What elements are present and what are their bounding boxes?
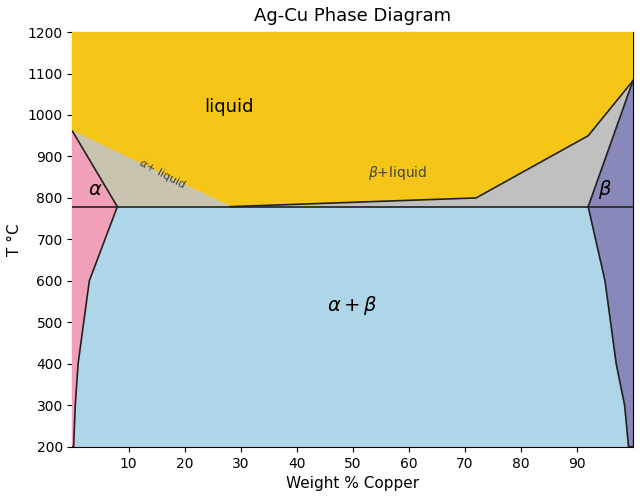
Y-axis label: T °C: T °C	[7, 223, 22, 256]
Polygon shape	[230, 81, 633, 207]
X-axis label: Weight % Copper: Weight % Copper	[286, 476, 419, 491]
Text: $\beta$+liquid: $\beta$+liquid	[368, 164, 428, 182]
Polygon shape	[72, 207, 633, 447]
Polygon shape	[72, 32, 633, 207]
Polygon shape	[72, 131, 230, 207]
Text: liquid: liquid	[205, 98, 254, 116]
Text: $\beta$: $\beta$	[598, 178, 612, 201]
Text: $\alpha+\beta$: $\alpha+\beta$	[328, 294, 378, 317]
Text: $\alpha$: $\alpha$	[88, 180, 102, 199]
Polygon shape	[72, 131, 117, 447]
Title: Ag-Cu Phase Diagram: Ag-Cu Phase Diagram	[254, 7, 451, 25]
Polygon shape	[588, 81, 633, 447]
Text: $\alpha$+ liquid: $\alpha$+ liquid	[136, 155, 188, 192]
